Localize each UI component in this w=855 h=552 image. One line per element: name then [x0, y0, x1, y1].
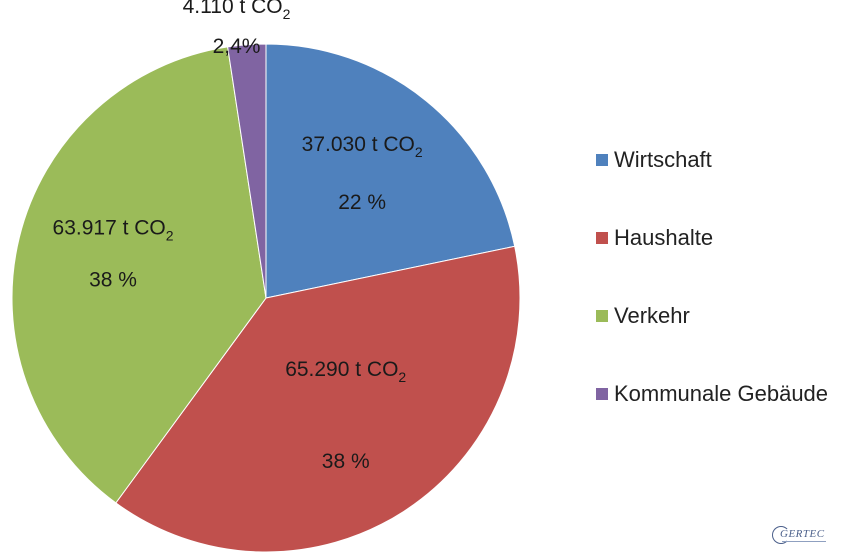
pie-slice-verkehr [11, 46, 267, 504]
legend-swatch-kommunale-gebaeude [596, 388, 608, 400]
pie-slice-haushalte [115, 245, 521, 552]
legend-label-wirtschaft: Wirtschaft [614, 147, 712, 172]
legend-item-wirtschaft: Wirtschaft [596, 146, 828, 174]
pie-slices [11, 43, 521, 552]
legend-label-kommunale-gebaeude: Kommunale Gebäude [614, 381, 829, 406]
percent-label-haushalte: 38 % [322, 450, 370, 473]
amount-label-wirtschaft: 37.030 t CO2 [302, 133, 423, 160]
gertec-logo: GERTEC [772, 526, 838, 546]
legend-swatch-haushalte [596, 232, 608, 244]
amount-label-kommunale-gebaeude: 4.110 t CO2 [183, 0, 291, 22]
legend-label-verkehr: Verkehr [614, 303, 690, 328]
percent-label-wirtschaft: 22 % [338, 191, 386, 214]
logo-underline [782, 541, 826, 542]
pie-labels: 37.030 t CO2 22 % 65.290 t CO2 38 % 63.917 t… [53, 0, 423, 473]
legend-item-haushalte: Haushalte [596, 224, 828, 252]
logo-text: GERTEC [780, 528, 825, 540]
logo-ring-icon [772, 526, 790, 544]
legend-item-verkehr: Verkehr [596, 302, 828, 330]
amount-label-verkehr: 63.917 t CO2 [53, 217, 174, 244]
legend-label-haushalte: Haushalte [614, 225, 714, 250]
legend: Wirtschaft Haushalte Verkehr Kommunale G… [596, 146, 828, 458]
legend-item-kommunale-gebaeude: Kommunale Gebäude [596, 380, 828, 408]
pie-slice-wirtschaft [265, 43, 516, 299]
legend-swatch-verkehr [596, 310, 608, 322]
legend-swatch-wirtschaft [596, 154, 608, 166]
amount-label-haushalte: 65.290 t CO2 [285, 358, 406, 385]
percent-label-verkehr: 38 % [89, 269, 137, 292]
pie-slice-kommunale-gebaeude [227, 43, 267, 299]
percent-label-kommunale-gebaeude: 2,4% [213, 35, 261, 58]
